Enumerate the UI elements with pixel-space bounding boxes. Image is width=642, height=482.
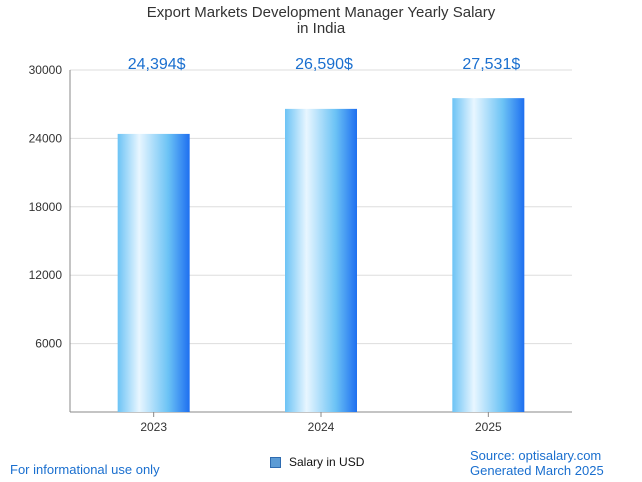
y-tick-label: 6000 xyxy=(35,337,62,351)
chart-title-line2: in India xyxy=(296,20,346,37)
generated-text: Generated March 2025 xyxy=(470,463,604,478)
chart-title: Export Markets Development Manager Yearl… xyxy=(146,4,496,21)
legend-label: Salary in USD xyxy=(289,455,365,469)
x-tick-label: 2025 xyxy=(475,420,502,434)
y-tick-label: 30000 xyxy=(29,63,63,77)
y-tick-label: 12000 xyxy=(29,268,63,282)
disclaimer-text: For informational use only xyxy=(10,462,160,477)
y-tick-label: 18000 xyxy=(29,200,63,214)
legend-square-icon xyxy=(270,456,281,468)
data-label: 26,590$ xyxy=(295,56,353,73)
bar xyxy=(452,98,525,412)
data-label: 27,531$ xyxy=(462,56,520,73)
x-tick-label: 2024 xyxy=(308,420,335,434)
y-tick-label: 24000 xyxy=(29,131,63,145)
bar xyxy=(117,133,190,413)
bar xyxy=(285,108,357,413)
legend[interactable]: Salary in USD xyxy=(270,455,364,469)
x-tick-label: 2023 xyxy=(140,420,167,434)
source-text: Source: optisalary.com xyxy=(470,448,602,463)
data-label: 24,394$ xyxy=(128,56,186,73)
